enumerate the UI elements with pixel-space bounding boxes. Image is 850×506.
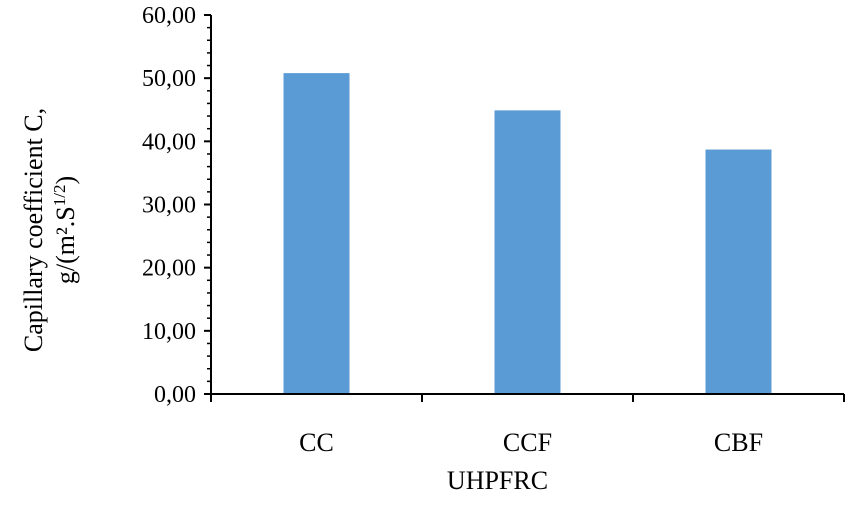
x-axis-title: UHPFRC (447, 466, 548, 495)
x-tick-label: CBF (714, 428, 763, 457)
y-tick-label: 0,00 (154, 382, 196, 408)
y-axis-title-close: ) (51, 176, 80, 185)
y-tick-label: 10,00 (142, 319, 196, 345)
y-tick-label: 30,00 (142, 193, 196, 219)
y-axis-title-unit: g/(m².S (51, 206, 80, 284)
bars-layer (283, 73, 772, 395)
bar-ccf (494, 110, 561, 395)
y-tick-label: 50,00 (142, 66, 196, 92)
y-ticks-layer: 0,00 10,00 20,00 30,00 40,00 50,00 60,00 (142, 3, 211, 408)
y-axis-title: Capillary coefficient C, g/(m².S1/2) (19, 108, 80, 352)
y-axis-title-line-1: Capillary coefficient C, (19, 108, 48, 352)
x-ticks-layer: CC CCF CBF (210, 394, 845, 457)
x-tick-label: CCF (503, 428, 552, 457)
bar-cbf (705, 149, 772, 394)
y-tick-label: 20,00 (142, 256, 196, 282)
y-tick-label: 40,00 (142, 129, 196, 155)
y-tick-label: 60,00 (142, 3, 196, 29)
y-axis-title-line-2: g/(m².S1/2) (50, 176, 81, 284)
x-tick-label: CC (299, 428, 334, 457)
bar-cc (283, 73, 350, 394)
y-axis-title-exponent: 1/2 (50, 185, 69, 207)
